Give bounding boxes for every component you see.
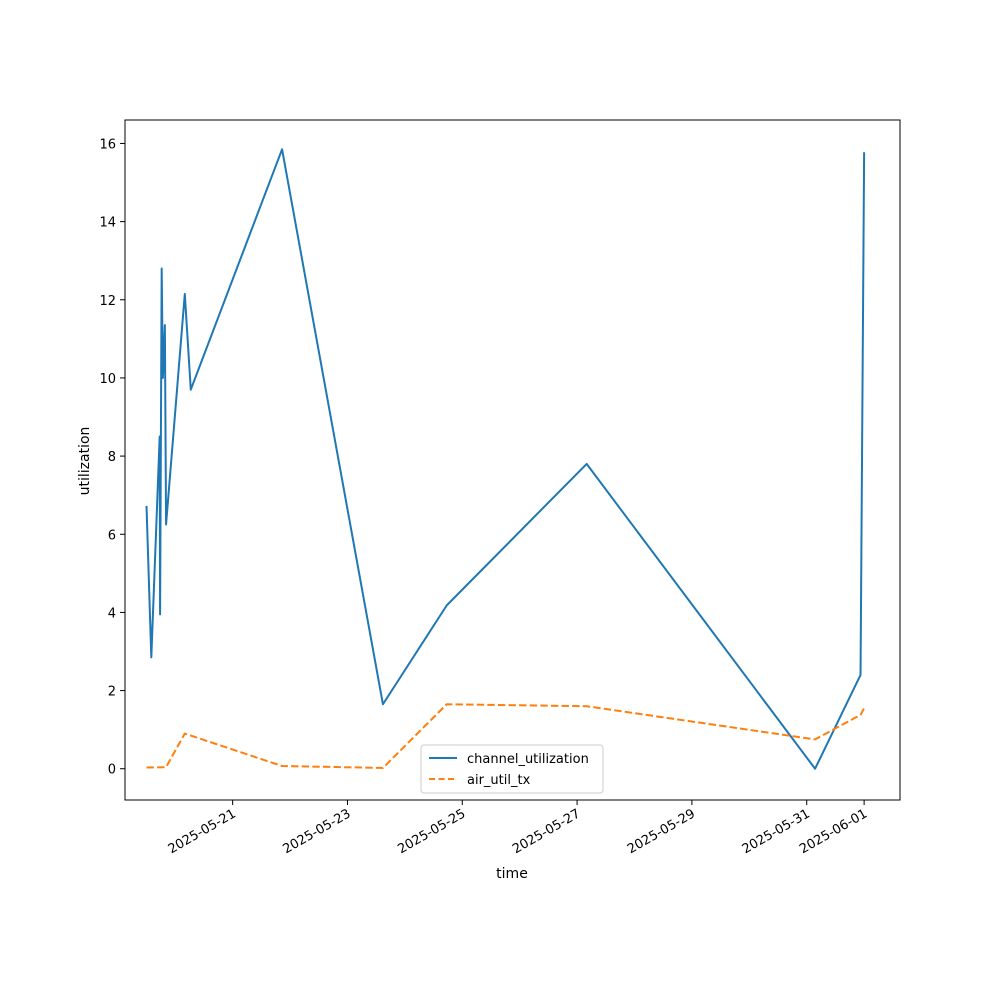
y-axis-title: utilization: [77, 427, 93, 496]
y-tick-label: 12: [99, 294, 116, 309]
y-tick-label: 6: [108, 528, 116, 543]
y-tick-label: 0: [108, 763, 116, 778]
plot-lines: [145, 148, 866, 770]
y-axis: 0 2 4 6 8 10 12 14 16: [99, 137, 125, 778]
y-tick-label: 10: [99, 372, 116, 387]
y-tick-label: 14: [99, 216, 116, 231]
y-tick-label: 8: [108, 450, 116, 465]
legend-label-air-util-tx: air_util_tx: [467, 773, 531, 788]
legend-frame: [420, 744, 604, 794]
legend: channel_utilization air_util_tx: [420, 744, 604, 794]
x-axis-title: time: [496, 866, 528, 882]
y-tick-label: 2: [108, 685, 116, 700]
y-tick-label: 16: [99, 137, 116, 152]
legend-label-channel-utilization: channel_utilization: [467, 752, 589, 767]
y-tick-label: 4: [108, 606, 116, 621]
plot-area-frame: [124, 119, 901, 801]
series-line-air-util-tx: [146, 703, 865, 769]
